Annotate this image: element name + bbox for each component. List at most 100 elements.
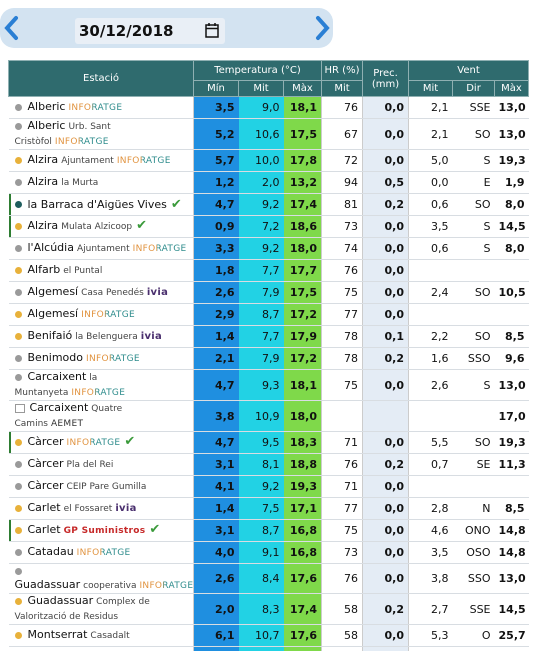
value-cell: 14,5 [494,593,529,625]
station-location: la Muntanyeta [14,373,98,398]
value-cell: 13,0 [494,118,529,150]
station-row: Alfarb el Puntal 1,8 7,7 17,7 76 0,0 [8,259,529,282]
value-cell [494,475,529,498]
station-row: Càrcer Pla del Rei 3,1 8,1 18,8 76 0,2 0,7 SE 11,… [8,453,529,476]
station-cell: Alfarb el Puntal [8,259,194,282]
date-input[interactable]: 30/12/2018 [75,18,225,44]
network-tag: INFORATGE [76,548,131,558]
value-cell: 1,6 [408,347,453,370]
value-cell: SO [452,281,495,304]
station-name: l'Alcúdia [27,241,74,254]
value-cell: 8,7 [238,519,284,542]
station-row: Carcaixent la Muntanyeta INFORATGE 4,7 9,3 18… [8,369,529,401]
subheader-cell: Màx [282,80,323,97]
next-arrow[interactable] [312,14,332,42]
value-cell: 11,3 [494,453,529,476]
status-dot [14,122,22,130]
value-cell: 67 [321,118,364,150]
station-cell: Montserrat Casadalt [8,624,194,647]
value-cell: 17,2 [283,347,323,370]
value-cell: 10,6 [238,118,284,150]
value-cell: 18,8 [283,453,323,476]
value-cell: 75 [321,369,364,401]
value-cell: 76 [321,259,364,282]
status-dot [14,310,22,318]
value-cell: 0,6 [408,237,453,260]
station-row: Montserrat Casadalt 6,1 10,7 17,6 58 0,0 5,3 O 25… [8,624,529,647]
value-cell: 76 [321,96,364,119]
value-cell [494,259,529,282]
value-cell: 19,3 [494,149,529,172]
value-cell: 77 [321,497,364,520]
value-cell: S [452,149,495,172]
value-cell: 0,0 [362,96,410,119]
value-cell: 9,6 [494,646,529,651]
header-cell: Estació [8,60,194,97]
value-cell: 10,5 [494,281,529,304]
station-cell: Alzira Mulata Alzicoop ✔ [8,215,194,238]
station-name: Càrcer [27,435,64,448]
value-cell: 2,1 [408,96,453,119]
value-cell: 9,2 [238,193,284,216]
station-cell: Guadassuar cooperativa INFORATGE [8,563,194,594]
check-icon: ✔ [124,434,136,449]
station-location: Casa Penedés [81,288,144,298]
status-dot [14,567,22,575]
date-text: 30/12/2018 [79,22,174,40]
value-cell: 6,1 [193,624,239,647]
value-cell: 1,4 [193,497,239,520]
station-row: Algemesí Casa Penedés ivia 2,6 7,9 17,5 75 0,0 2… [8,281,529,304]
value-cell: 9,0 [238,96,284,119]
value-cell: 3,2 [193,646,239,651]
station-cell: Carcaixent la Muntanyeta INFORATGE [8,369,194,401]
station-location: Complex de Valorització de Residus [14,597,150,622]
value-cell: 17,6 [283,563,323,594]
value-cell: 18,1 [283,369,323,401]
value-cell: 4,1 [193,475,239,498]
value-cell: 73 [321,541,364,564]
value-cell: 0,2 [408,646,453,651]
value-cell: 17,7 [283,259,323,282]
value-cell: 18,0 [283,400,323,432]
value-cell: 1,2 [193,171,239,194]
value-cell: 8,1 [238,453,284,476]
value-cell: 2,0 [193,593,239,625]
station-row: Carcaixent Quatre Camins AEMET 3,8 10,9 18,0 1… [8,400,529,432]
station-cell: Càrcer INFORATGE ✔ [8,431,194,454]
value-cell: 0,0 [408,171,453,194]
check-icon: ✔ [170,196,182,212]
status-dot [14,631,22,639]
station-cell: Càrcer Pla del Rei [8,453,194,476]
network-tag: INFORATGE [86,354,140,364]
value-cell: SSO [452,347,495,370]
station-cell: Benifaió la Belenguera ivia [8,325,194,348]
station-name: Alzira [27,153,59,166]
value-cell: SO [452,431,495,454]
value-cell: 72 [321,149,364,172]
subheader-cell: Dir [452,80,496,97]
value-cell [408,259,453,282]
value-cell: 14,5 [494,215,529,238]
value-cell: 2,9 [193,303,239,326]
value-cell: 2,4 [408,281,453,304]
status-dot [14,201,22,208]
value-cell: 0,2 [362,193,410,216]
value-cell [452,400,495,432]
prev-arrow[interactable] [2,14,22,42]
value-cell: 14,8 [494,541,529,564]
value-cell: E [452,171,495,194]
value-cell: 0,1 [362,325,410,348]
value-cell: 2,6 [193,563,239,594]
value-cell: 3,5 [408,215,453,238]
station-location: el Puntal [63,266,103,276]
status-dot [14,504,22,512]
header-cell: HR (%) [321,60,364,81]
station-location: Urb. Sant Cristòfol [14,122,111,147]
value-cell: 16,8 [283,541,323,564]
value-cell [321,400,364,432]
station-name: Montserrat [27,628,88,641]
station-cell: la Barraca d'Aigües Vives ✔ [8,193,194,216]
value-cell: 0,0 [362,118,410,150]
status-dot [14,244,22,252]
value-cell: 17,2 [283,303,323,326]
